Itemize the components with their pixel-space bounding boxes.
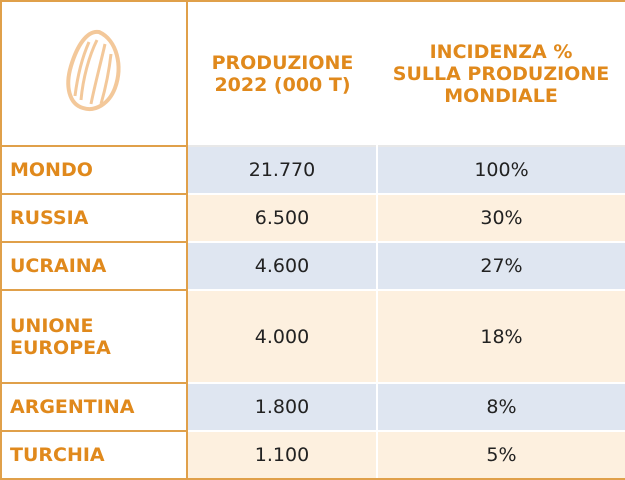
text-line: INCIDENZA % xyxy=(429,40,573,63)
text-line: SULLA PRODUZIONE xyxy=(392,62,610,85)
corner-cell xyxy=(0,0,188,146)
value-cell: 21.770 xyxy=(186,144,378,196)
table-row: UNIONE EUROPEA 4.000 18% xyxy=(0,289,625,384)
text-line: PRODUZIONE xyxy=(211,51,354,74)
row-label: ARGENTINA xyxy=(0,381,188,432)
text-line: EUROPEA xyxy=(10,336,111,359)
table-row: MONDO 21.770 100% xyxy=(0,144,625,196)
header-cell: INCIDENZA % SULLA PRODUZIONE MONDIALE xyxy=(377,0,625,146)
text-line: RUSSIA xyxy=(10,207,89,230)
table-row: RUSSIA 6.500 30% xyxy=(0,193,625,244)
text-line: UCRAINA xyxy=(10,255,107,278)
text-line: ARGENTINA xyxy=(10,395,135,418)
row-label: UNIONE EUROPEA xyxy=(0,289,188,384)
row-label: TURCHIA xyxy=(0,429,188,480)
value-cell: 6.500 xyxy=(186,193,378,244)
value-cell: 18% xyxy=(376,289,625,384)
header-cell: PRODUZIONE 2022 (000 T) xyxy=(187,0,377,146)
value-cell: 27% xyxy=(376,241,625,292)
text-line: MONDO xyxy=(10,159,93,182)
table-row: TURCHIA 1.100 5% xyxy=(0,429,625,480)
table-row: ARGENTINA 1.800 8% xyxy=(0,381,625,432)
text-line: MONDIALE xyxy=(444,84,558,107)
value-cell: 100% xyxy=(376,144,625,196)
text-line: TURCHIA xyxy=(10,443,105,466)
row-label: MONDO xyxy=(0,144,188,196)
almond-icon xyxy=(66,29,121,111)
value-cell: 4.600 xyxy=(186,241,378,292)
text-line: UNIONE xyxy=(10,314,94,337)
row-label: UCRAINA xyxy=(0,241,188,292)
value-cell: 8% xyxy=(376,381,625,432)
value-cell: 4.000 xyxy=(186,289,378,384)
value-cell: 30% xyxy=(376,193,625,244)
table-row: UCRAINA 4.600 27% xyxy=(0,241,625,292)
value-cell: 1.800 xyxy=(186,381,378,432)
row-label: RUSSIA xyxy=(0,193,188,244)
value-cell: 1.100 xyxy=(186,429,378,480)
header-row: PRODUZIONE 2022 (000 T) INCIDENZA % SULLA P… xyxy=(0,0,625,146)
value-cell: 5% xyxy=(376,429,625,480)
text-line: 2022 (000 T) xyxy=(214,73,351,96)
